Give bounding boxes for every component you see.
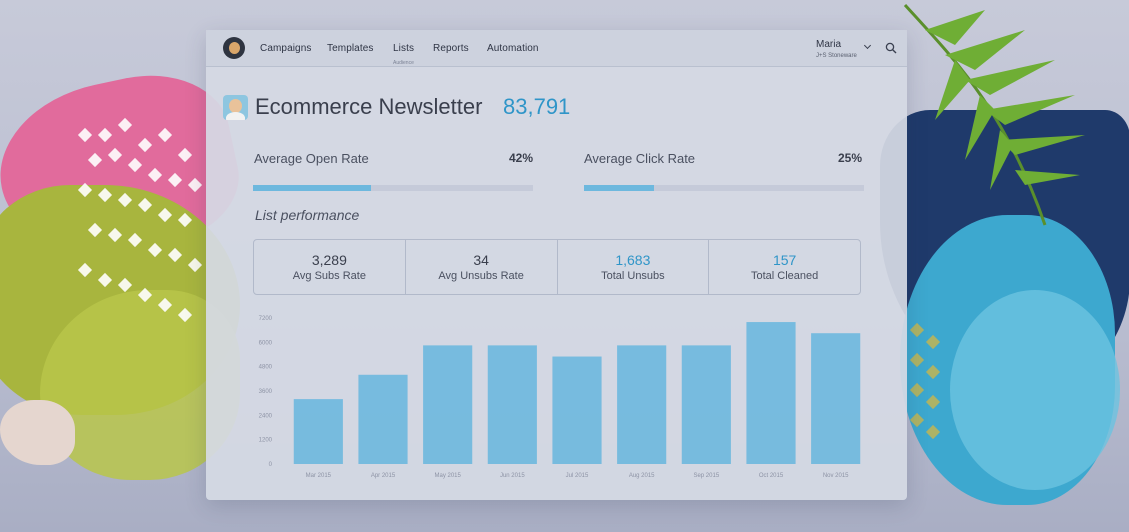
stat-label: Total Unsubs: [601, 270, 665, 282]
y-tick-label: 0: [269, 462, 273, 468]
stat-value[interactable]: 1,683: [615, 252, 651, 268]
subscriber-count: 83,791: [503, 94, 571, 119]
x-tick-label: May 2015: [434, 473, 461, 479]
click-rate-bar: [584, 185, 864, 191]
stat-value: 3,289: [311, 252, 347, 268]
y-tick-label: 6000: [259, 340, 273, 346]
chart-bar[interactable]: [487, 345, 537, 464]
x-tick-label: Apr 2015: [371, 473, 396, 479]
nav-reports[interactable]: Reports: [433, 43, 469, 54]
stat-value: 34: [473, 252, 489, 268]
app-window: Campaigns Templates Lists Audience Repor…: [206, 30, 907, 500]
y-tick-label: 7200: [259, 316, 273, 322]
stat-total-unsubs[interactable]: 1,683 Total Unsubs: [558, 240, 710, 294]
chart-bar[interactable]: [811, 333, 861, 464]
palm-leaf-icon: [903, 3, 1085, 226]
list-performance-title: List performance: [255, 207, 360, 223]
growth-chart-svg: 0 1200 2400 3600 4800 6000 7200 Mar 2015 Apr 201…: [259, 316, 861, 479]
x-tick-label: Sep 2015: [693, 473, 719, 479]
search-icon[interactable]: [885, 42, 897, 54]
y-tick-label: 1200: [259, 438, 273, 444]
chart-bar[interactable]: [293, 399, 343, 464]
mailchimp-logo-icon[interactable]: [223, 37, 245, 59]
stat-value[interactable]: 157: [772, 252, 797, 268]
open-rate-bar: [253, 185, 533, 191]
stat-avg-subs: 3,289 Avg Subs Rate: [254, 240, 406, 294]
stat-avg-unsubs: 34 Avg Unsubs Rate: [406, 240, 558, 294]
teal-shape-light: [950, 290, 1120, 490]
nav-campaigns[interactable]: Campaigns: [260, 43, 312, 54]
stat-label: Total Cleaned: [750, 270, 819, 282]
y-tick-label: 4800: [259, 365, 273, 371]
click-rate-value: 25%: [837, 151, 862, 165]
x-tick-label: Aug 2015: [629, 473, 655, 479]
top-navigation: Campaigns Templates Lists Audience Repor…: [206, 30, 907, 67]
user-organization: J+S Stoneware: [816, 53, 857, 59]
click-rate-bar-fill: [584, 185, 654, 191]
user-name[interactable]: Maria: [816, 39, 842, 50]
stat-total-cleaned[interactable]: 157 Total Cleaned: [709, 240, 860, 294]
x-tick-label: Jul 2015: [566, 473, 589, 479]
chart-bar[interactable]: [746, 322, 796, 464]
open-rate-label: Average Open Rate: [254, 151, 369, 166]
chart-bar[interactable]: [681, 345, 731, 464]
performance-stats: 3,289 Avg Subs Rate 34 Avg Unsubs Rate 1…: [253, 239, 861, 295]
stat-label: Avg Unsubs Rate: [438, 270, 524, 282]
x-tick-label: Mar 2015: [306, 473, 332, 479]
y-tick-label: 3600: [259, 389, 273, 395]
chart-bar[interactable]: [552, 356, 602, 464]
y-tick-label: 2400: [259, 413, 273, 419]
hand-shape: [0, 400, 75, 465]
chevron-down-icon[interactable]: [863, 41, 872, 50]
nav-lists-subtitle: Audience: [393, 60, 414, 66]
x-tick-label: Nov 2015: [823, 473, 849, 479]
open-rate-value: 42%: [508, 151, 533, 165]
stat-label: Avg Subs Rate: [292, 270, 366, 282]
avatar: [223, 95, 248, 120]
nav-templates[interactable]: Templates: [327, 43, 374, 54]
x-tick-label: Jun 2015: [500, 473, 525, 479]
x-tick-label: Oct 2015: [759, 473, 784, 479]
chart-bar[interactable]: [358, 374, 408, 464]
list-title: Ecommerce Newsletter: [255, 94, 483, 119]
nav-lists[interactable]: Lists: [393, 43, 415, 54]
nav-automation[interactable]: Automation: [487, 43, 539, 54]
chart-bar[interactable]: [617, 345, 667, 464]
click-rate-label: Average Click Rate: [584, 151, 696, 166]
chart-bar[interactable]: [423, 345, 473, 464]
growth-chart: 0 1200 2400 3600 4800 6000 7200 Mar 2015 Apr 201…: [246, 312, 876, 482]
open-rate-bar-fill: [253, 185, 371, 191]
